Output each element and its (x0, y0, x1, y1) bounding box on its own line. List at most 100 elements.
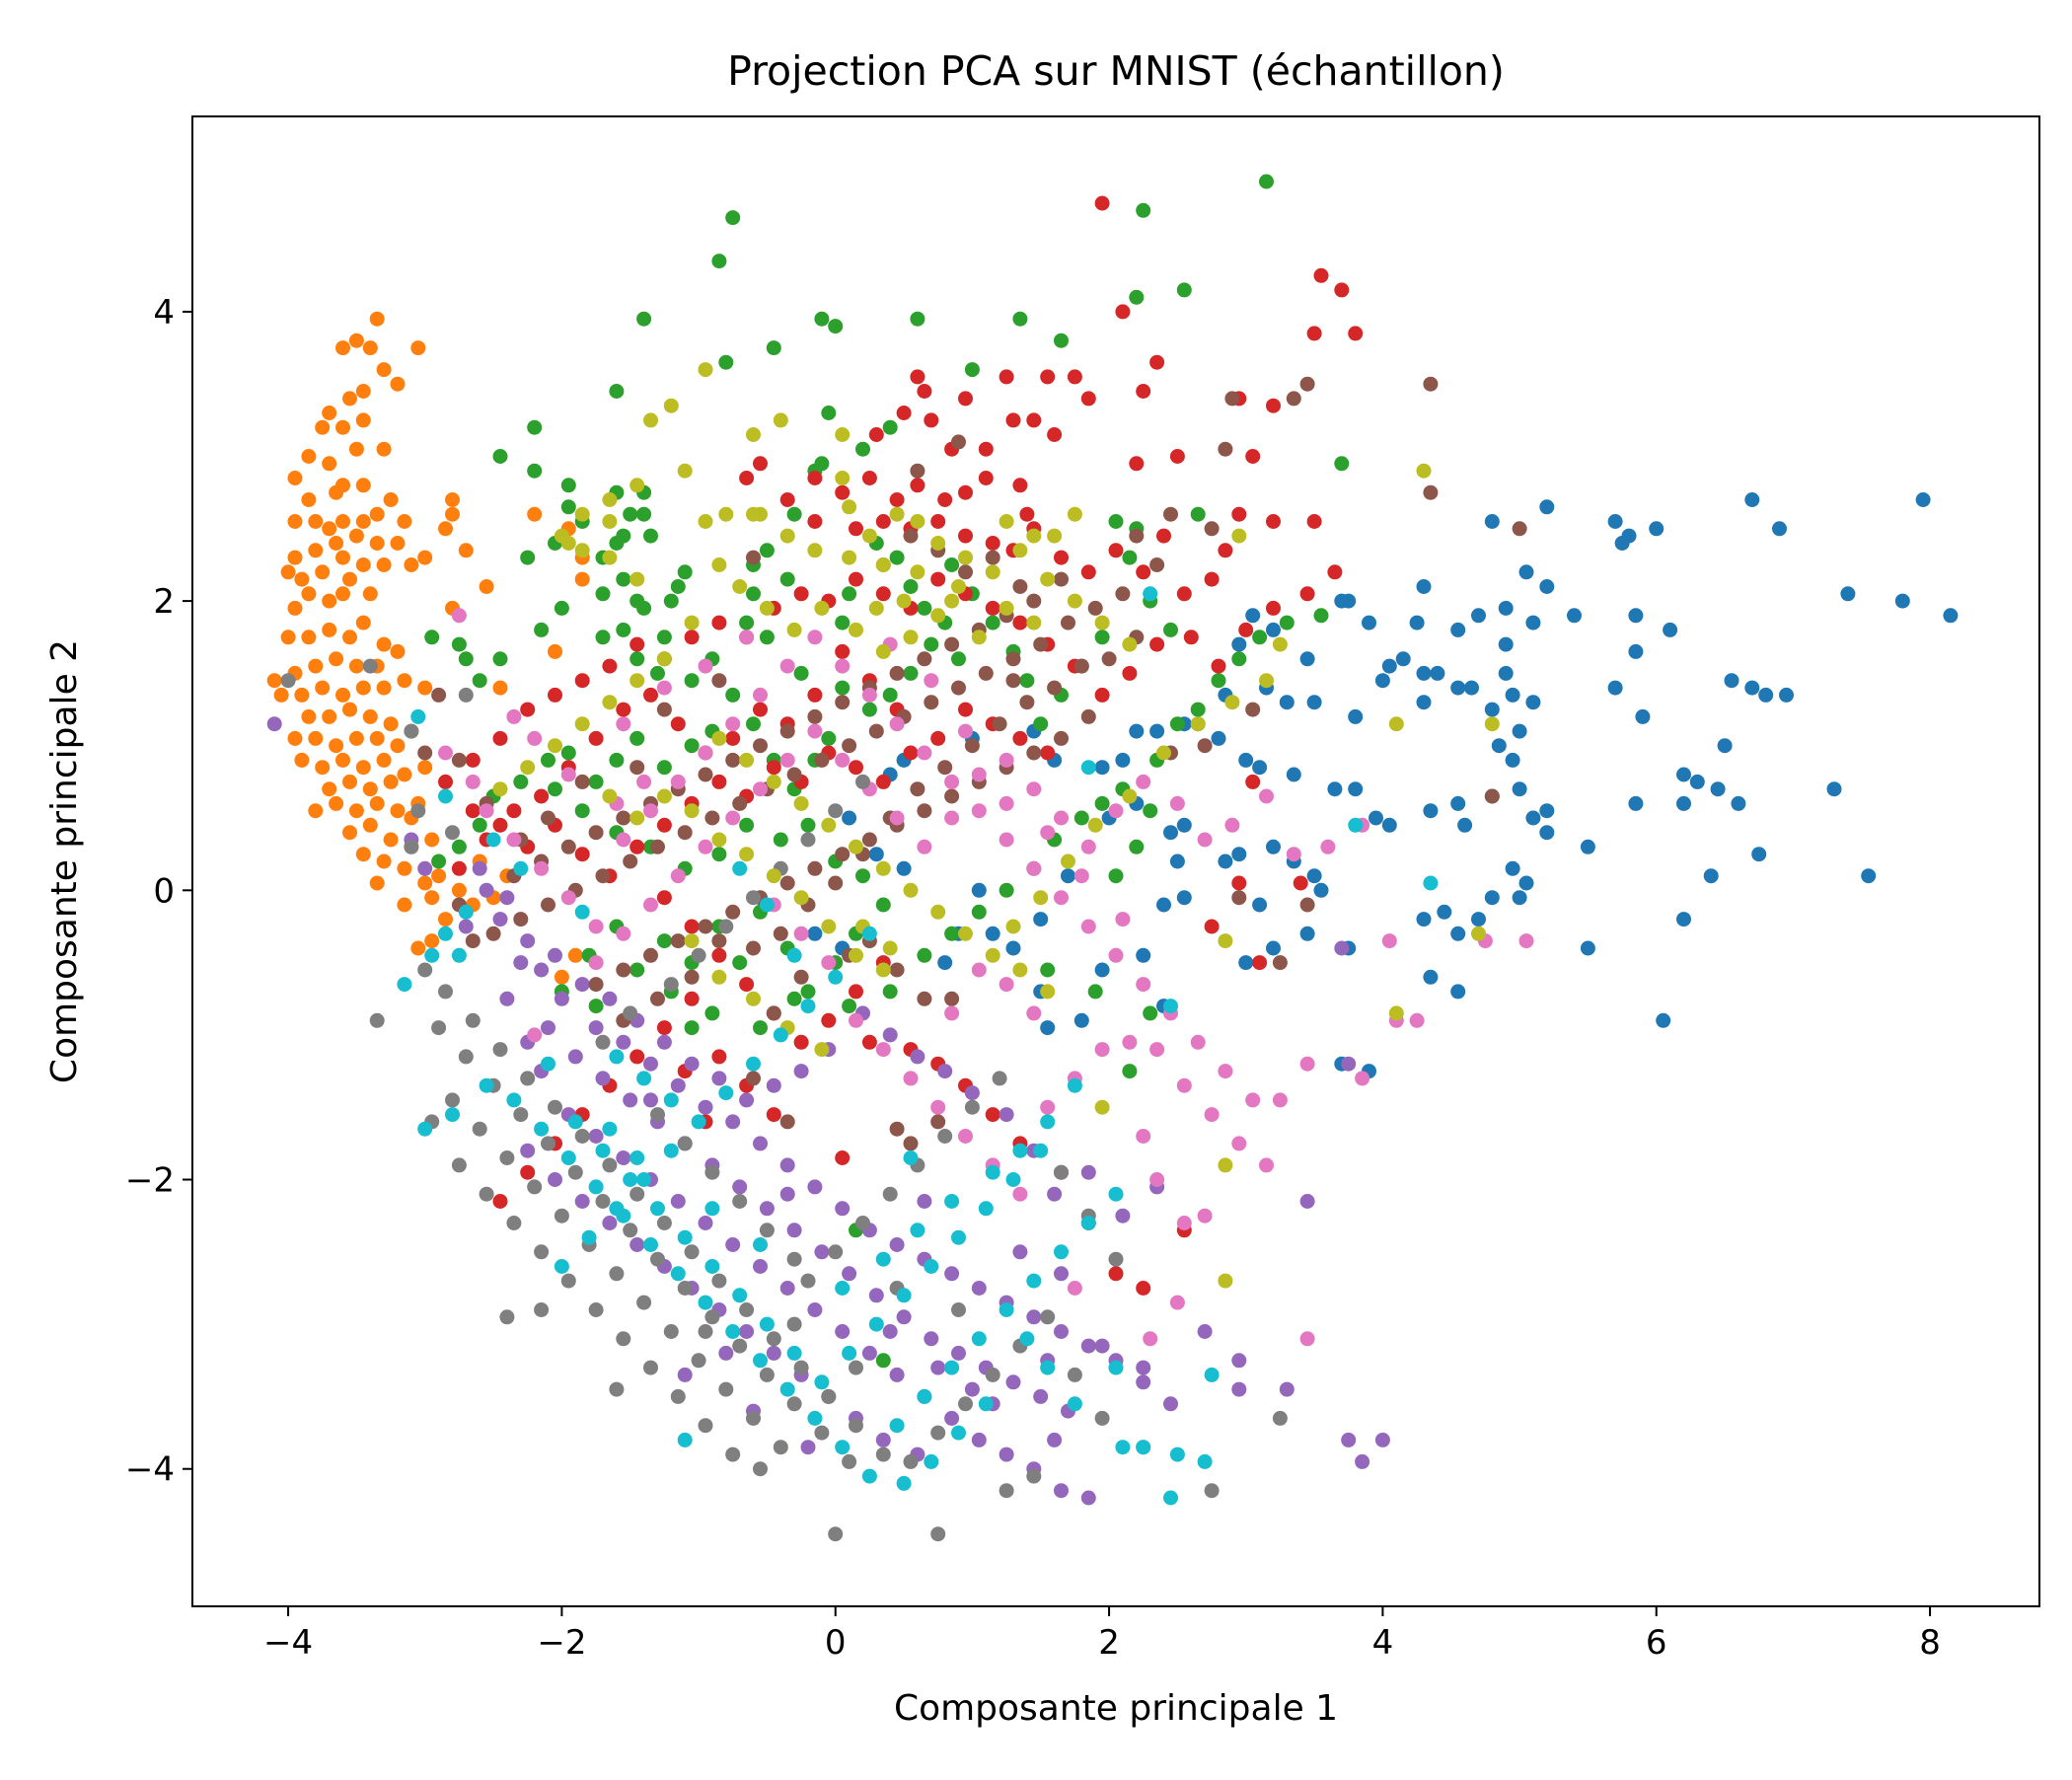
data-point (670, 579, 686, 594)
data-point (643, 947, 658, 963)
data-point (1080, 839, 1096, 854)
data-point (1279, 615, 1295, 630)
data-point (643, 803, 658, 819)
data-point (753, 506, 768, 522)
data-point (1334, 282, 1350, 298)
data-point (588, 999, 604, 1014)
data-point (1149, 1042, 1165, 1058)
data-point (882, 940, 898, 956)
data-point (1176, 817, 1192, 833)
data-point (534, 622, 550, 637)
data-point (1190, 506, 1206, 522)
data-point (889, 962, 905, 978)
data-point (1894, 593, 1910, 609)
data-point (875, 774, 891, 789)
data-point (868, 1316, 884, 1332)
data-point (903, 1136, 919, 1151)
data-point (773, 1440, 788, 1455)
data-point (1539, 825, 1555, 841)
data-point (917, 1194, 932, 1209)
data-point (506, 832, 522, 848)
data-point (554, 600, 569, 616)
data-point (1293, 875, 1308, 891)
data-point (520, 702, 536, 717)
x-tick-label: 6 (1646, 1623, 1667, 1663)
data-point (903, 528, 919, 544)
data-point (861, 471, 877, 485)
data-point (663, 593, 679, 609)
data-point (1115, 304, 1131, 320)
data-point (1136, 1129, 1151, 1144)
data-point (362, 340, 378, 356)
data-point (548, 643, 562, 659)
data-point (355, 680, 371, 696)
data-point (424, 832, 440, 848)
data-point (1061, 868, 1075, 884)
data-point (329, 795, 344, 811)
data-point (629, 760, 645, 776)
y-axis-label: Composante principale 2 (44, 639, 85, 1083)
data-point (643, 1092, 658, 1108)
data-point (1149, 636, 1165, 652)
data-point (1286, 391, 1301, 407)
data-point (828, 319, 844, 334)
data-point (560, 1273, 576, 1289)
data-point (609, 1201, 625, 1217)
data-point (842, 999, 857, 1014)
data-point (588, 730, 604, 746)
data-point (711, 557, 727, 572)
data-point (1689, 774, 1705, 789)
data-point (732, 1194, 748, 1209)
data-point (1388, 716, 1404, 732)
data-point (677, 564, 693, 580)
data-point (1176, 282, 1192, 298)
data-point (1259, 174, 1274, 189)
data-point (944, 1005, 960, 1021)
data-point (944, 557, 960, 572)
data-point (849, 984, 863, 1000)
data-point (616, 716, 631, 732)
data-point (1826, 781, 1842, 797)
data-point (930, 1425, 946, 1441)
data-point (732, 1288, 748, 1303)
data-point (629, 839, 645, 854)
data-point (513, 774, 529, 789)
data-point (684, 933, 700, 949)
data-point (779, 1186, 795, 1202)
data-point (766, 1005, 781, 1021)
data-point (1731, 795, 1746, 811)
data-point (1026, 1309, 1042, 1325)
data-point (971, 630, 987, 645)
data-point (492, 781, 508, 797)
data-point (903, 630, 919, 645)
data-point (663, 1324, 679, 1339)
data-point (958, 564, 973, 580)
data-point (1238, 622, 1254, 637)
data-point (896, 1288, 912, 1303)
data-point (889, 810, 905, 826)
data-point (842, 1266, 857, 1282)
data-point (670, 933, 686, 949)
data-point (1163, 999, 1178, 1014)
data-point (574, 1194, 590, 1209)
data-point (602, 492, 618, 507)
data-point (992, 1071, 1007, 1086)
data-point (342, 630, 357, 645)
data-point (725, 1237, 741, 1252)
data-point (1512, 521, 1527, 537)
data-point (417, 760, 433, 776)
data-point (944, 1194, 960, 1209)
data-point (390, 643, 406, 659)
data-point (732, 1338, 748, 1354)
data-point (280, 673, 296, 689)
data-point (964, 1381, 980, 1397)
data-point (746, 991, 761, 1006)
data-point (807, 723, 823, 739)
data-point (1136, 947, 1151, 963)
data-point (896, 1309, 912, 1325)
data-point (1525, 695, 1541, 710)
data-point (342, 571, 357, 587)
data-point (1136, 564, 1151, 580)
data-point (329, 484, 344, 500)
